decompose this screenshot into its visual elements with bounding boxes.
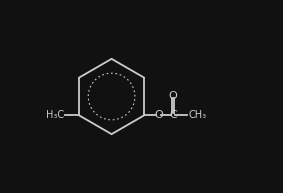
Text: C: C: [169, 110, 177, 120]
Text: O: O: [154, 110, 163, 120]
Text: CH₃: CH₃: [188, 110, 206, 120]
Text: O: O: [169, 91, 177, 101]
Text: H₃C: H₃C: [46, 110, 64, 120]
